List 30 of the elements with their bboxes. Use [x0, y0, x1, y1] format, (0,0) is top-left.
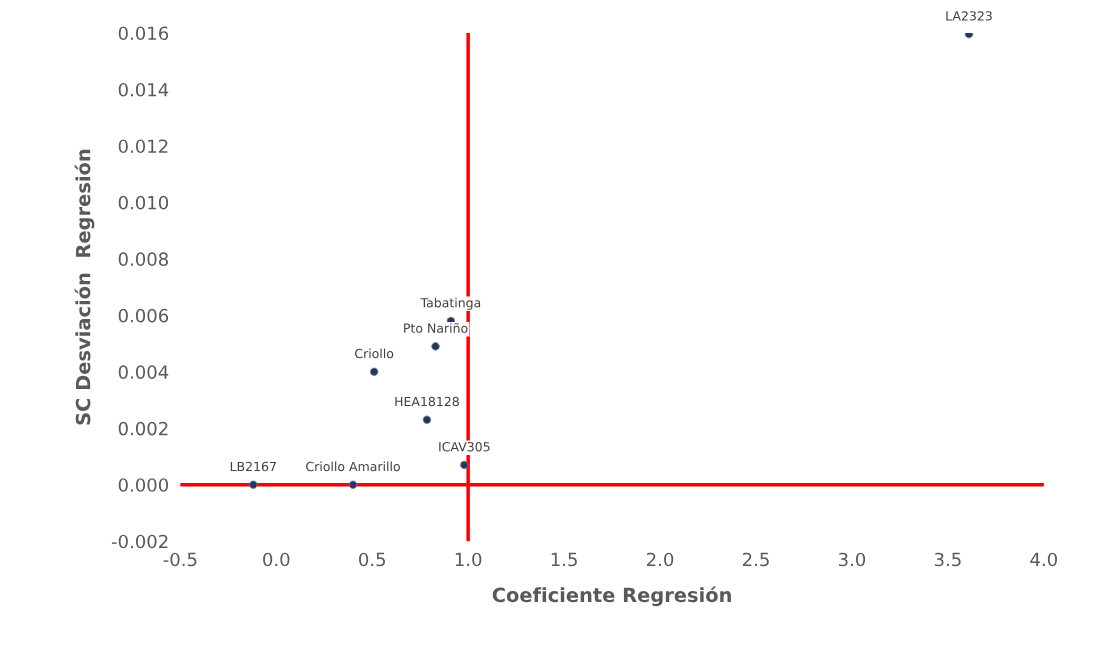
x-tick-label: 4.0	[1030, 552, 1057, 567]
data-label: Pto Nariño	[404, 322, 468, 333]
data-label: Tabatinga	[420, 297, 481, 310]
data-label: Criollo Amarillo	[306, 461, 400, 472]
y-tick-label: 0.004	[118, 365, 169, 379]
y-tick-label: 0.000	[118, 478, 169, 492]
y-axis-title: SC Desviación Regresión	[74, 149, 95, 425]
data-label: LB2167	[230, 461, 276, 472]
y-tick-label: 0.014	[118, 82, 169, 97]
x-tick-label: 2.5	[742, 552, 769, 567]
y-tick-label: 0.012	[118, 139, 168, 154]
x-tick-label: 2.0	[647, 552, 674, 567]
data-label: Criollo	[355, 348, 394, 359]
y-tick-label: 0.008	[118, 252, 168, 266]
y-tick-label: 0.002	[118, 421, 168, 436]
data-label: HEA18128	[395, 396, 459, 407]
x-tick-label: 3.5	[934, 552, 961, 567]
x-tick-label: 3.0	[838, 552, 866, 567]
x-tick-label: 0.5	[359, 552, 386, 567]
y-tick-label: 0.006	[118, 308, 169, 323]
y-tick-label: -0.002	[111, 534, 168, 549]
x-tick-label: 1.0	[455, 552, 482, 567]
x-tick-label: 0.0	[263, 552, 290, 567]
data-label: LA2323	[946, 11, 992, 21]
data-label: ICAV305	[439, 441, 490, 452]
y-tick-label: 0.010	[118, 195, 169, 210]
x-tick-label: 1.5	[551, 552, 577, 567]
x-tick-label: -0.5	[163, 552, 197, 567]
y-tick-label: 0.016	[118, 26, 169, 41]
x-axis-title: Coeficiente Regresión	[492, 586, 731, 607]
